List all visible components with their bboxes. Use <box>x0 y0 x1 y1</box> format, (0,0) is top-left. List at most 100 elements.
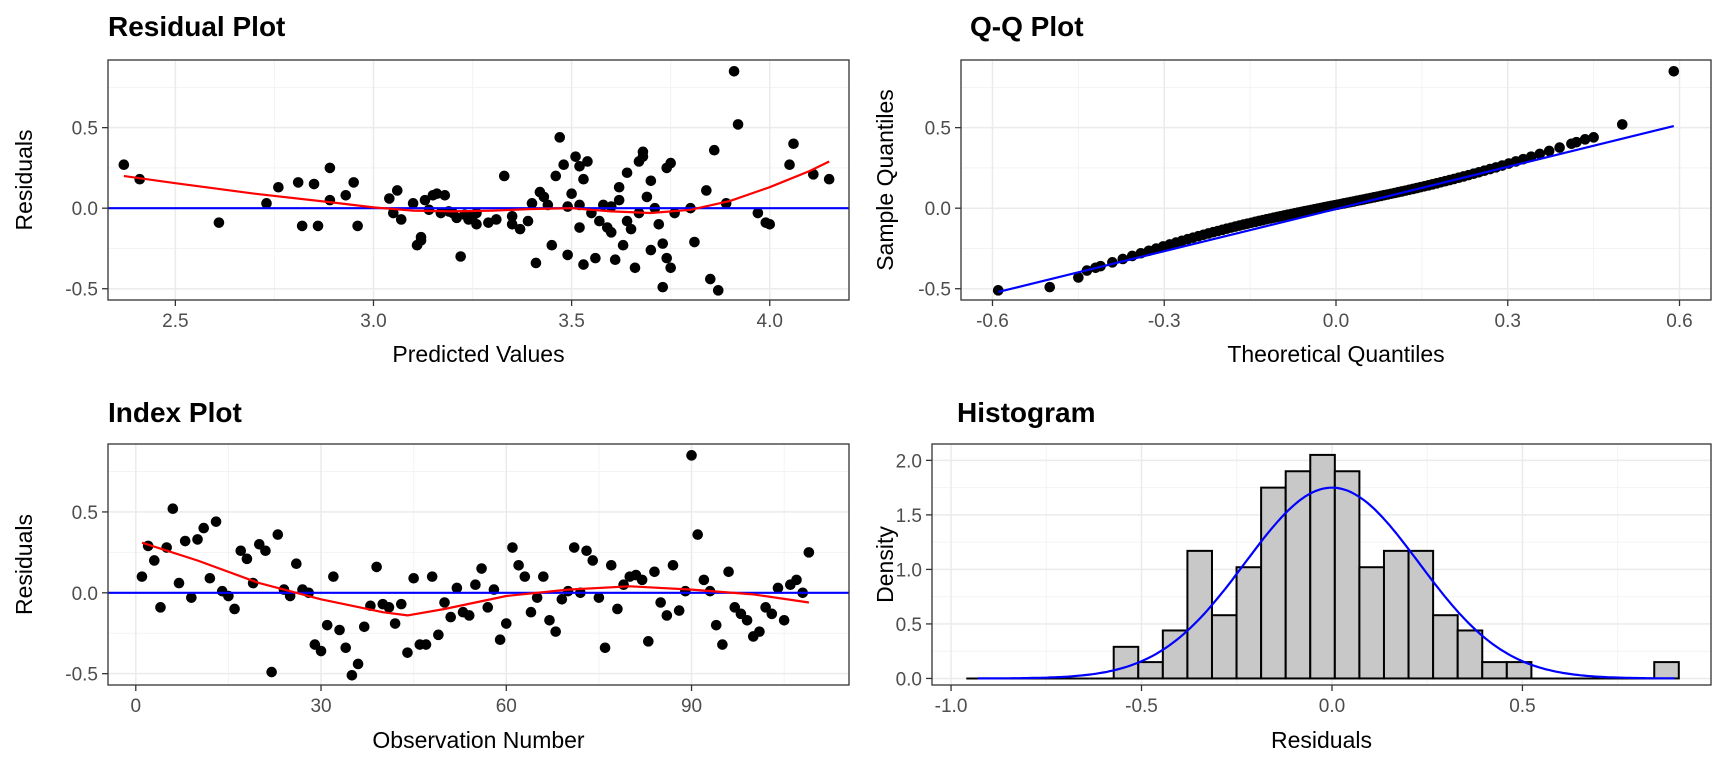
data-point <box>550 626 561 637</box>
data-point <box>321 619 333 631</box>
data-point <box>491 214 502 225</box>
grid-lines <box>961 60 1711 300</box>
data-point <box>629 262 641 274</box>
data-point <box>451 582 463 594</box>
data-point <box>328 571 339 582</box>
data-point <box>562 249 573 261</box>
histogram-bar <box>1358 566 1385 680</box>
x-axis-label: Predicted Values <box>392 341 564 367</box>
histogram-bar <box>1407 549 1435 680</box>
data-point <box>346 669 358 681</box>
data-point <box>546 239 558 251</box>
data-point <box>645 244 657 256</box>
y-axis-label: Density <box>872 526 898 603</box>
x-tick-label: 4.0 <box>757 311 783 332</box>
data-point <box>498 170 510 182</box>
histogram-bar <box>1382 549 1410 680</box>
x-tick-label: 90 <box>681 696 702 717</box>
x-tick-label: -0.3 <box>1148 311 1181 332</box>
y-tick-label: -0.5 <box>65 665 98 686</box>
normal-density-curve <box>977 486 1675 680</box>
data-point <box>419 194 431 206</box>
data-point <box>186 592 197 603</box>
data-point <box>451 212 463 224</box>
data-point <box>636 574 648 586</box>
data-point <box>1579 134 1591 145</box>
y-tick-label: 0.5 <box>72 503 98 524</box>
histogram-bar <box>1432 614 1459 680</box>
data-point <box>439 597 450 608</box>
histogram-bar <box>1505 661 1533 680</box>
data-point <box>803 547 815 558</box>
data-point <box>637 151 649 162</box>
data-point <box>655 597 666 608</box>
data-point <box>599 642 611 654</box>
x-tick-label: 2.5 <box>162 311 188 332</box>
x-tick-label: 3.0 <box>360 311 386 332</box>
data-point <box>686 450 697 461</box>
data-point <box>358 621 370 633</box>
data-point <box>1044 281 1056 293</box>
data-point <box>388 207 399 219</box>
x-tick-label: 0.3 <box>1495 311 1521 332</box>
data-point <box>260 545 271 557</box>
histogram-bar <box>1161 629 1189 680</box>
x-axis-label: Observation Number <box>372 727 585 753</box>
histogram-bar <box>1456 629 1484 680</box>
histogram-bar <box>1481 661 1508 680</box>
data-point <box>766 608 778 620</box>
data-point <box>605 560 617 571</box>
x-tick-label: -1.0 <box>935 696 968 717</box>
data-point <box>235 545 247 557</box>
data-point <box>526 198 538 209</box>
data-marks <box>966 453 1680 680</box>
data-point <box>609 254 621 266</box>
data-marks <box>992 65 1680 296</box>
chart-title: Residual Plot <box>108 11 285 42</box>
data-point <box>291 558 302 569</box>
data-point <box>701 185 712 196</box>
data-point <box>808 169 819 180</box>
data-point <box>415 235 427 246</box>
chart-title: Histogram <box>957 397 1095 428</box>
data-point <box>587 555 599 566</box>
panel-border <box>960 59 1712 301</box>
data-point <box>308 178 320 190</box>
histogram-bar <box>1112 645 1140 680</box>
data-point <box>752 207 764 219</box>
data-point <box>570 151 581 162</box>
data-point <box>593 592 605 603</box>
data-point <box>778 615 790 626</box>
data-point <box>732 119 744 130</box>
histogram-panel: Histogram Residuals Density -1.0 -0.5 0.0 0.5 0… <box>872 397 1712 753</box>
data-point <box>383 602 395 613</box>
y-tick-label: 0.0 <box>72 199 98 220</box>
data-point <box>261 198 272 209</box>
data-point <box>665 157 676 169</box>
data-point <box>513 560 524 571</box>
data-point <box>483 217 494 228</box>
data-point <box>149 555 160 566</box>
histogram-bar <box>1186 549 1213 680</box>
data-point <box>213 217 225 228</box>
data-point <box>590 252 601 264</box>
data-point <box>463 610 475 621</box>
data-point <box>500 618 512 629</box>
data-point <box>689 236 700 248</box>
data-point <box>315 645 327 657</box>
data-point <box>992 285 1004 296</box>
x-axis-label: Theoretical Quantiles <box>1227 341 1444 367</box>
data-point <box>340 642 352 654</box>
data-point <box>431 188 443 199</box>
data-point <box>594 215 605 227</box>
data-point <box>402 647 413 658</box>
data-point <box>506 218 518 230</box>
data-point <box>741 615 753 626</box>
data-point <box>482 602 494 613</box>
data-point <box>568 542 580 553</box>
data-point <box>324 162 336 174</box>
x-tick-label: 0.0 <box>1323 311 1349 332</box>
y-tick-label: 0.5 <box>72 119 98 140</box>
data-point <box>581 545 592 557</box>
data-point <box>558 159 569 170</box>
